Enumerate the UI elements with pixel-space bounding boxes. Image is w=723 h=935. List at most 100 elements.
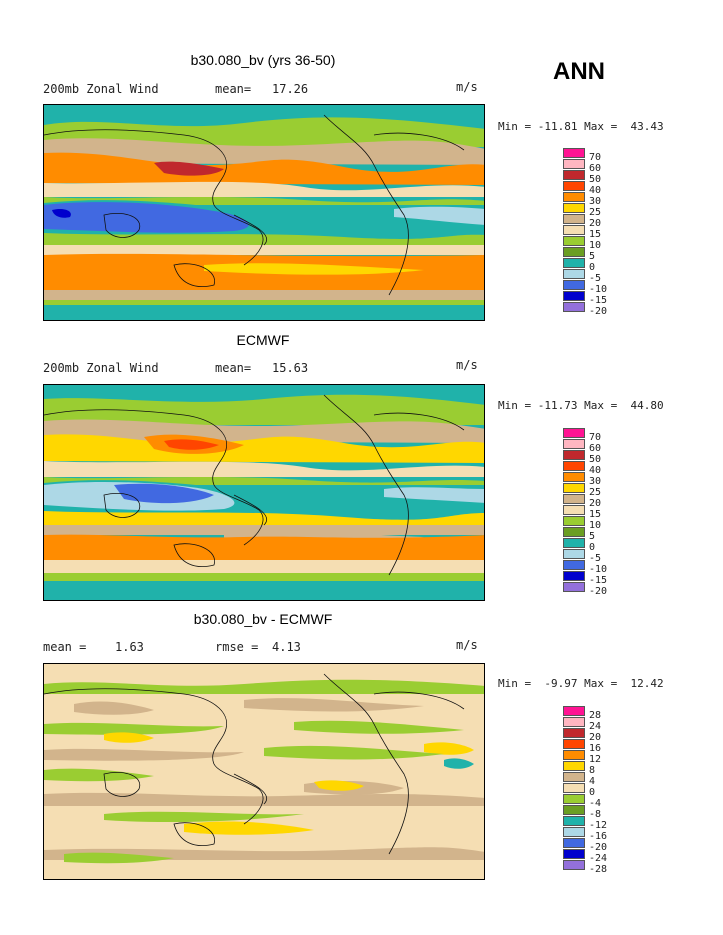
- panel-3-min-max: Min = -9.97 Max = 12.42: [498, 677, 664, 690]
- legend-swatch: [563, 148, 585, 158]
- legend-swatch: [563, 706, 585, 716]
- legend-label: 15: [589, 229, 602, 240]
- legend-label: 60: [589, 163, 602, 174]
- legend-label: -16: [589, 831, 608, 842]
- legend-label: 20: [589, 498, 602, 509]
- legend-swatch: [563, 816, 585, 826]
- legend-swatch: [563, 827, 585, 837]
- panel-2-variable-label: 200mb Zonal Wind: [43, 361, 159, 375]
- legend-label: -5: [589, 553, 602, 564]
- legend-label: 12: [589, 754, 602, 765]
- panel-1-mean-label: mean=: [215, 82, 252, 96]
- legend-swatch: [563, 170, 585, 180]
- legend-label: -20: [589, 842, 608, 853]
- legend-label: 50: [589, 454, 602, 465]
- season-label: ANN: [553, 58, 605, 85]
- legend-swatch: [563, 772, 585, 782]
- legend-label: -28: [589, 864, 608, 875]
- legend-label: -15: [589, 295, 608, 306]
- legend-swatch: [563, 505, 585, 515]
- legend-label: 50: [589, 174, 602, 185]
- legend-label: 10: [589, 240, 602, 251]
- legend-swatch: [563, 516, 585, 526]
- panel-3-rmse-label: rmse =: [215, 640, 259, 654]
- legend-label: -20: [589, 306, 608, 317]
- legend-swatch: [563, 472, 585, 482]
- legend-swatch: [563, 192, 585, 202]
- panel-2-mean-value: 15.63: [272, 361, 309, 375]
- panel-2-mean-label: mean=: [215, 361, 252, 375]
- legend-label: 30: [589, 476, 602, 487]
- legend-swatch: [563, 849, 585, 859]
- legend-swatch: [563, 494, 585, 504]
- panel-3-rmse-value: 4.13: [272, 640, 301, 654]
- legend-label: 20: [589, 218, 602, 229]
- legend-label: -15: [589, 575, 608, 586]
- panel-2-units: m/s: [456, 358, 478, 372]
- panel-1-min-max: Min = -11.81 Max = 43.43: [498, 120, 664, 133]
- legend-label: 60: [589, 443, 602, 454]
- legend-label: -4: [589, 798, 602, 809]
- legend-label: -8: [589, 809, 602, 820]
- panel-3-mean-value: 1.63: [115, 640, 144, 654]
- legend-swatch: [563, 761, 585, 771]
- legend-label: -12: [589, 820, 608, 831]
- legend-swatch: [563, 538, 585, 548]
- legend-label: 10: [589, 520, 602, 531]
- panel-3-title: b30.080_bv - ECMWF: [193, 611, 333, 627]
- legend-swatch: [563, 247, 585, 257]
- legend-label: 0: [589, 262, 596, 273]
- legend-label: -20: [589, 586, 608, 597]
- legend-label: 30: [589, 196, 602, 207]
- legend-label: -10: [589, 564, 608, 575]
- legend-label: 0: [589, 787, 596, 798]
- legend-swatch: [563, 280, 585, 290]
- legend-label: 8: [589, 765, 596, 776]
- legend-swatch: [563, 750, 585, 760]
- legend-label: 25: [589, 487, 602, 498]
- legend-label: 16: [589, 743, 602, 754]
- legend-swatch: [563, 560, 585, 570]
- legend-swatch: [563, 860, 585, 870]
- legend-swatch: [563, 794, 585, 804]
- legend-swatch: [563, 582, 585, 592]
- legend-swatch: [563, 483, 585, 493]
- panel-2-map: [43, 384, 485, 601]
- legend-label: 5: [589, 251, 596, 262]
- legend-label: 15: [589, 509, 602, 520]
- legend-label: -5: [589, 273, 602, 284]
- panel-3-units: m/s: [456, 638, 478, 652]
- legend-label: 40: [589, 185, 602, 196]
- legend-swatch: [563, 428, 585, 438]
- legend-label: -24: [589, 853, 608, 864]
- panel-2-title: ECMWF: [236, 332, 290, 348]
- legend-swatch: [563, 838, 585, 848]
- legend-swatch: [563, 439, 585, 449]
- panel-1-mean-value: 17.26: [272, 82, 309, 96]
- legend-swatch: [563, 739, 585, 749]
- legend-swatch: [563, 461, 585, 471]
- legend-swatch: [563, 728, 585, 738]
- legend-swatch: [563, 258, 585, 268]
- legend-label: 0: [589, 542, 596, 553]
- legend-swatch: [563, 181, 585, 191]
- legend-swatch: [563, 214, 585, 224]
- legend-swatch: [563, 527, 585, 537]
- legend-swatch: [563, 291, 585, 301]
- panel-2-min-max: Min = -11.73 Max = 44.80: [498, 399, 664, 412]
- legend-label: 24: [589, 721, 602, 732]
- legend-swatch: [563, 225, 585, 235]
- legend-label: 4: [589, 776, 596, 787]
- legend-swatch: [563, 203, 585, 213]
- legend-label: 28: [589, 710, 602, 721]
- legend-label: 70: [589, 152, 602, 163]
- legend-label: -10: [589, 284, 608, 295]
- legend-label: 25: [589, 207, 602, 218]
- legend-swatch: [563, 571, 585, 581]
- legend-label: 40: [589, 465, 602, 476]
- panel-3-map: [43, 663, 485, 880]
- legend-label: 5: [589, 531, 596, 542]
- legend-swatch: [563, 549, 585, 559]
- panel-1-title: b30.080_bv (yrs 36-50): [190, 52, 336, 68]
- legend-swatch: [563, 805, 585, 815]
